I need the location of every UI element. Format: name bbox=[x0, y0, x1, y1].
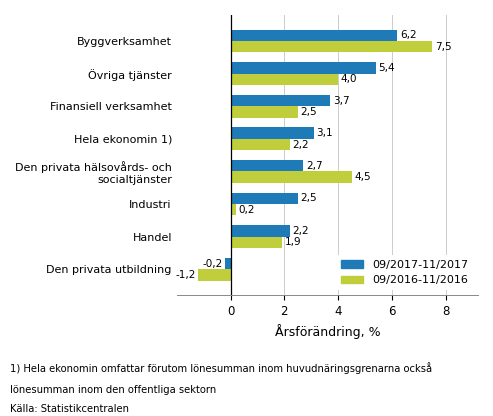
Bar bbox=[231, 30, 397, 41]
Bar bbox=[231, 74, 338, 85]
Legend: 09/2017-11/2017, 09/2016-11/2016: 09/2017-11/2017, 09/2016-11/2016 bbox=[336, 255, 472, 290]
Bar bbox=[198, 269, 231, 281]
Bar bbox=[231, 225, 290, 237]
X-axis label: Årsförändring, %: Årsförändring, % bbox=[275, 324, 380, 339]
Bar bbox=[231, 171, 352, 183]
Text: 2,2: 2,2 bbox=[292, 226, 309, 236]
Text: 1) Hela ekonomin omfattar förutom lönesumman inom huvudnäringsgrenarna också: 1) Hela ekonomin omfattar förutom lönesu… bbox=[10, 362, 432, 374]
Text: 2,7: 2,7 bbox=[306, 161, 322, 171]
Text: 6,2: 6,2 bbox=[400, 30, 417, 40]
Bar bbox=[231, 193, 298, 204]
Bar bbox=[231, 160, 303, 171]
Text: 5,4: 5,4 bbox=[379, 63, 395, 73]
Bar bbox=[231, 41, 432, 52]
Text: -1,2: -1,2 bbox=[175, 270, 196, 280]
Text: Källa: Statistikcentralen: Källa: Statistikcentralen bbox=[10, 404, 129, 414]
Text: 7,5: 7,5 bbox=[435, 42, 452, 52]
Text: 2,5: 2,5 bbox=[300, 107, 317, 117]
Bar bbox=[231, 106, 298, 118]
Text: 4,5: 4,5 bbox=[354, 172, 371, 182]
Text: 2,2: 2,2 bbox=[292, 140, 309, 150]
Bar bbox=[231, 139, 290, 150]
Bar bbox=[231, 204, 236, 215]
Text: 3,7: 3,7 bbox=[333, 96, 350, 106]
Bar bbox=[231, 127, 314, 139]
Text: 1,9: 1,9 bbox=[284, 238, 301, 248]
Text: 2,5: 2,5 bbox=[300, 193, 317, 203]
Text: -0,2: -0,2 bbox=[202, 259, 222, 269]
Bar bbox=[231, 62, 376, 74]
Text: 4,0: 4,0 bbox=[341, 74, 357, 84]
Text: lönesumman inom den offentliga sektorn: lönesumman inom den offentliga sektorn bbox=[10, 385, 216, 395]
Bar bbox=[231, 95, 330, 106]
Text: 3,1: 3,1 bbox=[317, 128, 333, 138]
Text: 0,2: 0,2 bbox=[239, 205, 255, 215]
Bar bbox=[225, 258, 231, 269]
Bar bbox=[231, 237, 282, 248]
